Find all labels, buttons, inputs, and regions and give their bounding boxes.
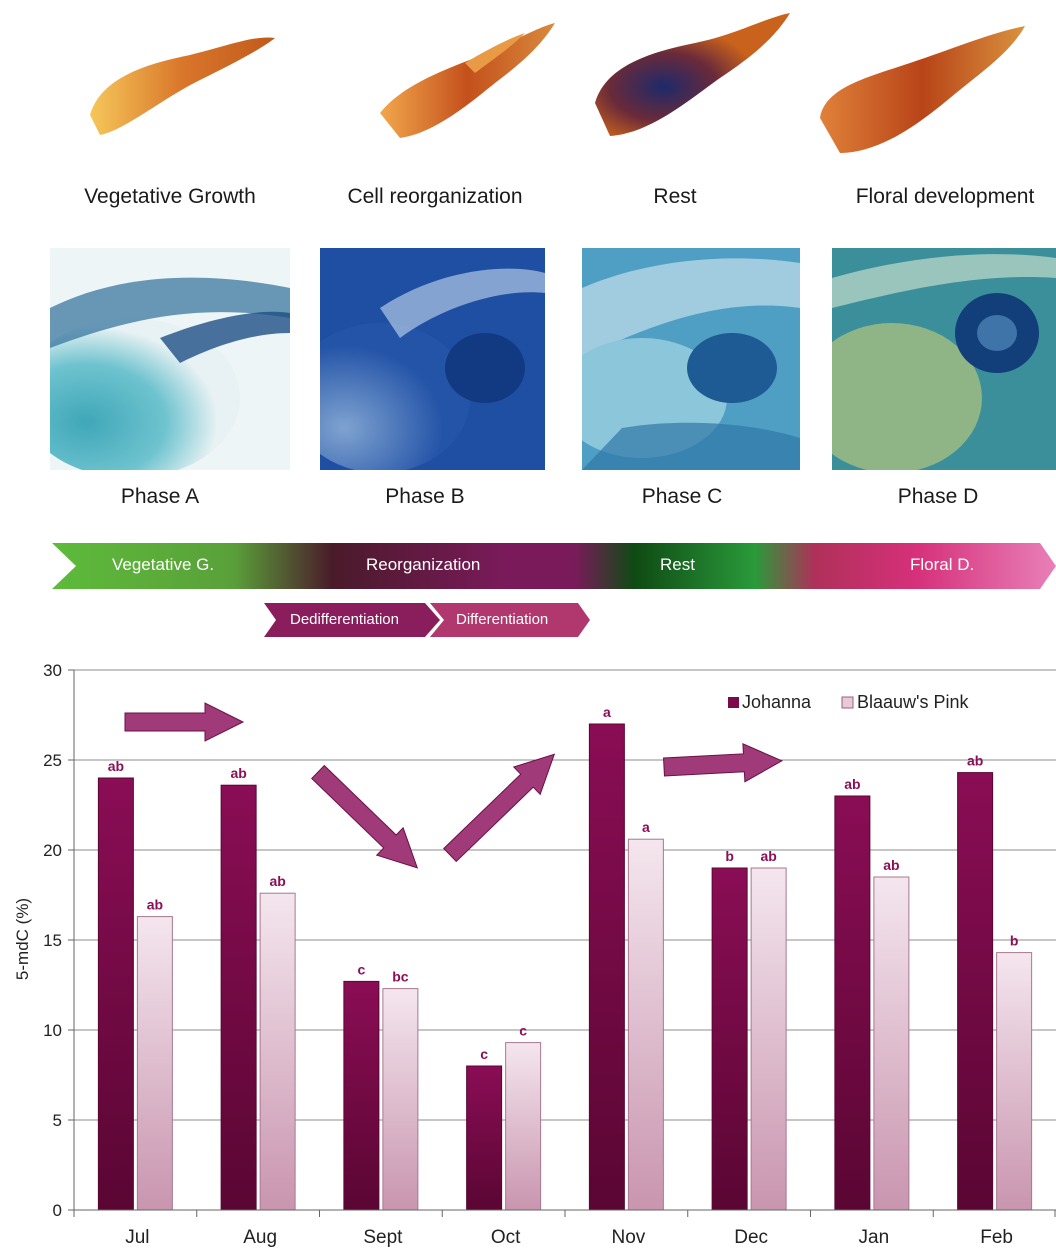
bar-blaauws-pink — [627, 838, 664, 1211]
significance-letter: c — [519, 1023, 527, 1039]
significance-letter: c — [357, 961, 365, 977]
y-tick-label: 20 — [43, 841, 62, 860]
significance-letter: ab — [230, 765, 246, 781]
significance-letter: bc — [392, 969, 409, 985]
development-timeline-banner — [0, 538, 1056, 594]
significance-letter: ab — [147, 897, 163, 913]
bar-johanna — [220, 784, 257, 1211]
significance-letter: ab — [269, 873, 285, 889]
histology-image-phase-d — [832, 248, 1056, 470]
bar-blaauws-pink — [873, 876, 910, 1211]
x-tick-label: Oct — [491, 1227, 521, 1248]
phase-label-d: Phase D — [897, 485, 979, 508]
x-tick-label: Jan — [859, 1227, 890, 1248]
y-tick-label: 0 — [53, 1201, 62, 1220]
bar-johanna — [711, 867, 748, 1211]
significance-letter: ab — [760, 848, 776, 864]
x-tick-label: Aug — [243, 1227, 277, 1248]
chart-legend: Johanna Blaauw's Pink — [728, 692, 969, 712]
banner-segment-reorganization: Reorganization — [366, 555, 481, 574]
bar-johanna — [466, 1065, 503, 1211]
bud-image-vegetative — [80, 20, 280, 155]
stage-label-vegetative: Vegetative Growth — [84, 185, 256, 208]
bar-johanna — [834, 795, 871, 1211]
bar-blaauws-pink — [259, 892, 296, 1211]
significance-letter: ab — [883, 857, 899, 873]
significance-letter: ab — [967, 753, 983, 769]
bud-image-rest — [590, 8, 795, 153]
bud-image-floral — [815, 18, 1030, 163]
y-tick-label: 5 — [53, 1111, 62, 1130]
stage-label-rest: Rest — [653, 185, 697, 208]
banner-segment-vegetative: Vegetative G. — [112, 555, 215, 574]
banner-segment-rest: Rest — [660, 555, 695, 574]
trend-arrow-icon — [443, 753, 556, 863]
x-tick-label: Dec — [734, 1227, 768, 1248]
x-tick-label: Feb — [980, 1227, 1013, 1248]
bar-johanna — [588, 723, 625, 1211]
banner-segment-floral: Floral D. — [910, 555, 975, 574]
trend-arrow-icon — [124, 702, 245, 742]
legend-swatch-blaauws-pink — [841, 696, 854, 709]
y-axis-label: 5-mdC (%) — [13, 898, 32, 980]
y-tick-label: 15 — [43, 931, 62, 950]
sub-phase-differentiation: Differentiation — [456, 611, 549, 628]
phase-label-b: Phase B — [385, 485, 465, 508]
phase-label-a: Phase A — [120, 485, 200, 508]
bar-blaauws-pink — [996, 952, 1033, 1211]
stage-label-reorganization: Cell reorganization — [347, 185, 523, 208]
significance-letter: b — [1010, 933, 1019, 949]
bar-johanna — [957, 772, 994, 1211]
phase-label-c: Phase C — [641, 485, 723, 508]
x-tick-label: Nov — [611, 1227, 645, 1248]
sub-phase-dedifferentiation: Dedifferentiation — [290, 611, 399, 628]
significance-letter: a — [603, 704, 611, 720]
trend-arrow-icon — [311, 764, 419, 869]
histology-image-phase-c — [582, 248, 822, 470]
trend-arrow-icon — [663, 743, 783, 783]
x-tick-label: Sept — [363, 1227, 403, 1248]
significance-letter: c — [480, 1046, 488, 1062]
significance-letter: b — [725, 848, 734, 864]
bar-johanna — [343, 980, 380, 1211]
y-tick-label: 10 — [43, 1021, 62, 1040]
bar-blaauws-pink — [750, 867, 787, 1211]
legend-label-blaauws-pink: Blaauw's Pink — [857, 692, 969, 712]
legend-swatch-johanna — [728, 697, 739, 708]
bar-blaauws-pink — [136, 916, 173, 1211]
y-tick-label: 30 — [43, 661, 62, 680]
bud-image-reorganization — [375, 18, 565, 153]
y-tick-label: 25 — [43, 751, 62, 770]
legend-label-johanna: Johanna — [742, 692, 812, 712]
bar-blaauws-pink — [505, 1042, 542, 1211]
bar-johanna — [97, 777, 134, 1211]
significance-letter: ab — [844, 776, 860, 792]
significance-letter: ab — [108, 758, 124, 774]
significance-letter: a — [642, 819, 650, 835]
sub-phase-banner — [262, 600, 592, 640]
x-tick-label: Jul — [125, 1227, 149, 1248]
stage-label-floral: Floral development — [855, 185, 1035, 208]
histology-image-phase-b — [320, 248, 560, 470]
bar-blaauws-pink — [382, 988, 419, 1211]
histology-image-phase-a — [50, 248, 290, 470]
